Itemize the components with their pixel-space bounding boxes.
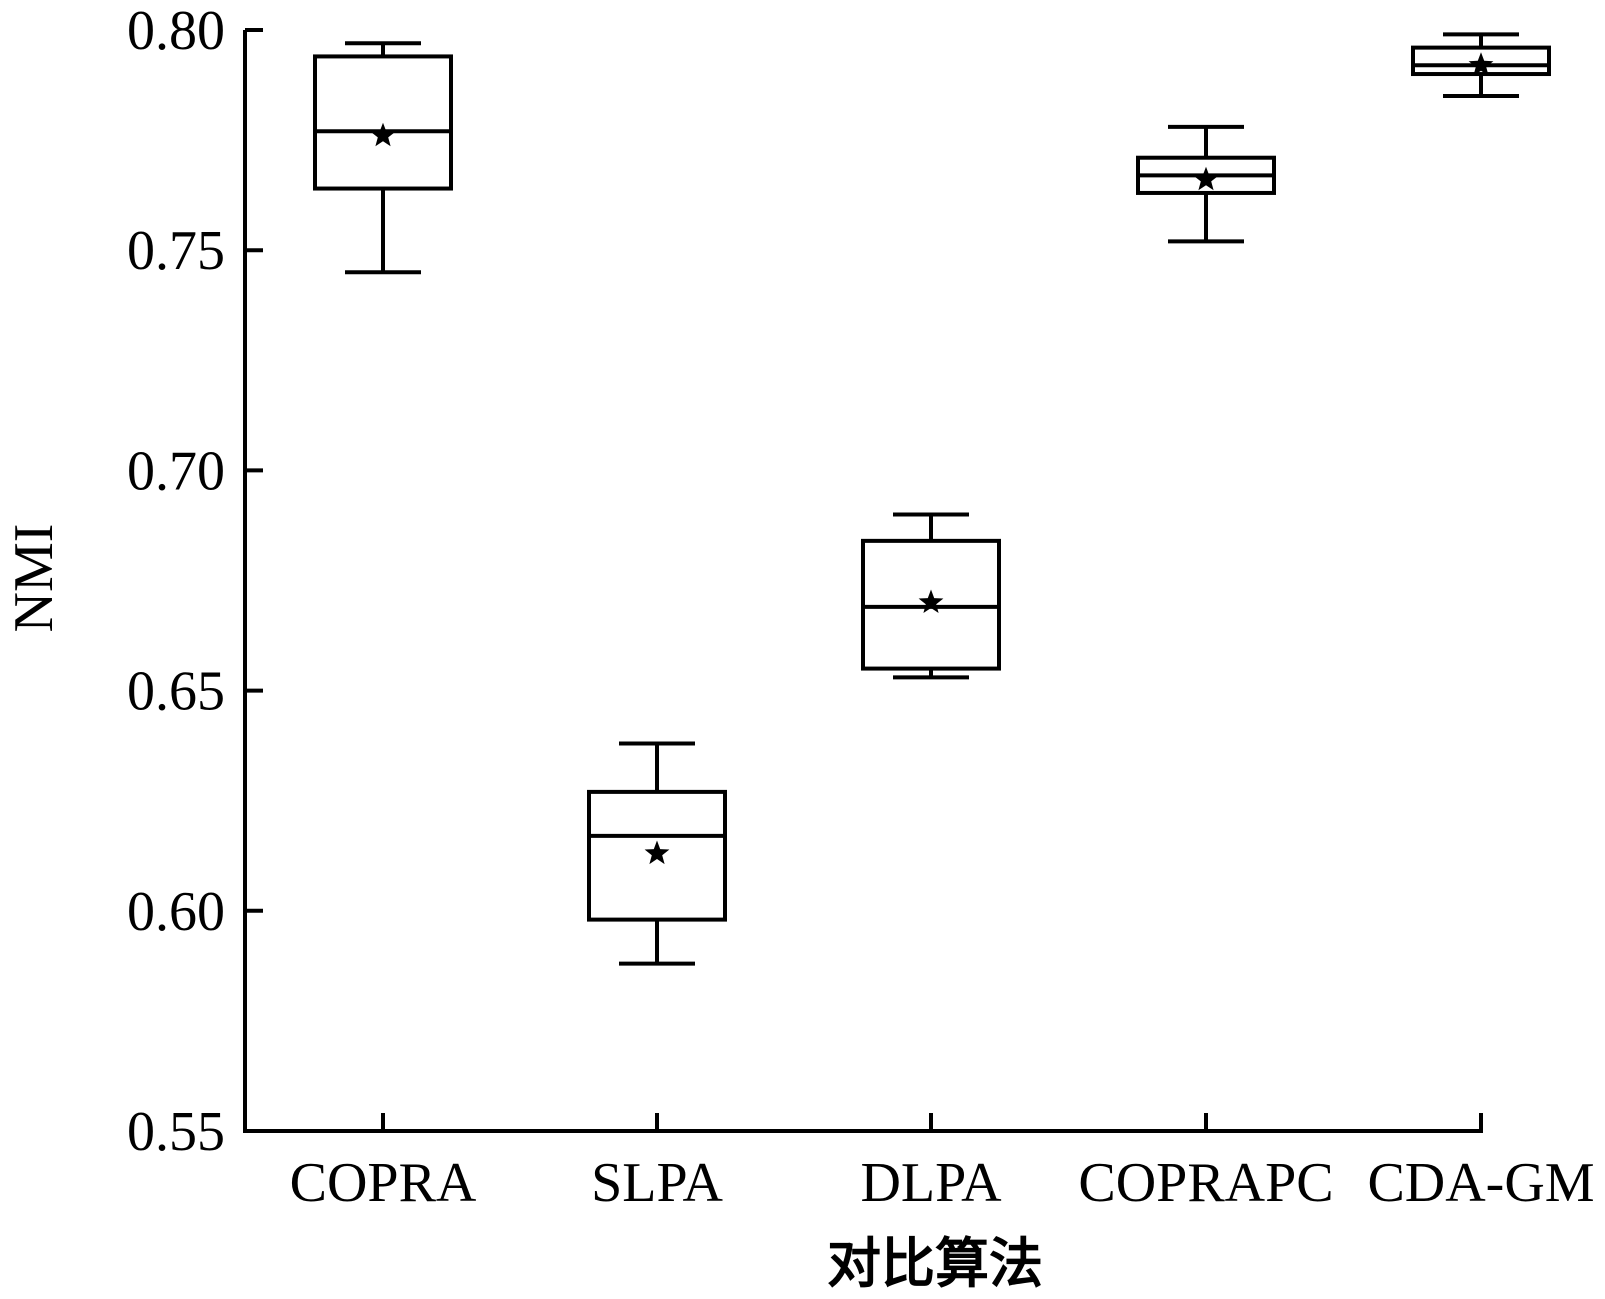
y-tick-label: 0.80 <box>127 0 225 62</box>
mean-star-marker <box>644 840 670 865</box>
box-series <box>313 32 1551 966</box>
iqr-box <box>313 54 453 191</box>
box-cda-gm <box>1411 32 1551 99</box>
iqr-box <box>861 538 1001 671</box>
box-coprapc <box>1136 124 1276 244</box>
mean-star-marker <box>1193 166 1219 191</box>
x-tick-label: SLPA <box>591 1152 723 1214</box>
box-slpa <box>587 741 727 966</box>
y-axis-title: NMI <box>3 524 65 633</box>
x-tick-label: DLPA <box>860 1152 1002 1214</box>
mean-star-marker <box>370 122 396 147</box>
axis-labels: NMI 对比算法 <box>3 524 1043 1295</box>
x-tick-label: COPRAPC <box>1078 1152 1333 1214</box>
y-tick-label: 0.60 <box>127 881 225 943</box>
box-dlpa <box>861 512 1001 680</box>
y-tick-label: 0.55 <box>127 1101 225 1163</box>
iqr-box <box>587 789 727 922</box>
y-tick-label: 0.65 <box>127 661 225 723</box>
iqr-box <box>1411 45 1551 77</box>
x-axis-title: 对比算法 <box>827 1232 1043 1295</box>
x-tick-label: CDA-GM <box>1367 1152 1594 1214</box>
axes: 0.55 0.60 0.65 0.70 0.75 0.80 COPRA SLPA DLPA COP… <box>127 0 1595 1214</box>
mean-star-marker <box>918 589 944 613</box>
box-copra <box>313 41 453 275</box>
y-tick-label: 0.75 <box>127 220 225 282</box>
x-tick-label: COPRA <box>290 1152 477 1214</box>
mean-star-marker <box>1468 52 1494 76</box>
y-tick-label: 0.70 <box>127 440 225 502</box>
